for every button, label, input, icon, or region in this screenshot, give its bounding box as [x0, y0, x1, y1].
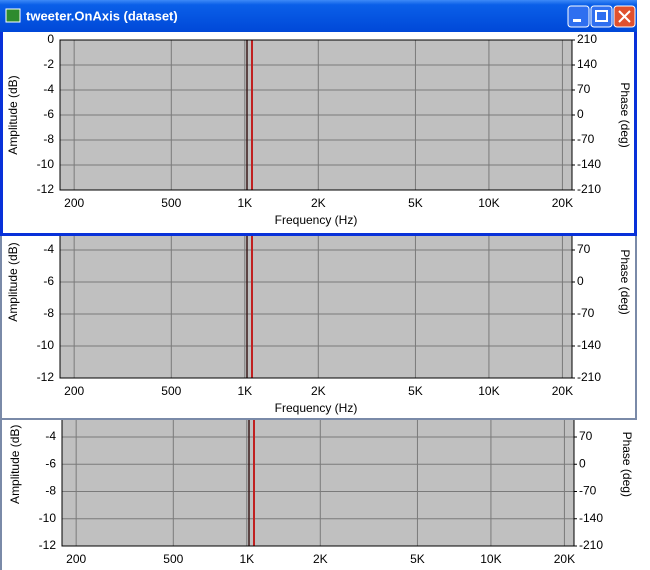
- x-tick-label: 2K: [313, 552, 328, 566]
- y-tick-label: -8: [45, 484, 56, 498]
- y-tick-label: -6: [45, 456, 56, 470]
- title-bar: [0, 0, 637, 32]
- y-tick-label: -8: [43, 132, 54, 146]
- window-title: tweeter.OnAxis (dataset): [26, 8, 178, 23]
- x-tick-label: 500: [161, 196, 181, 210]
- y2-axis-title: Phase (deg): [618, 249, 632, 314]
- x-tick-label: 5K: [408, 196, 423, 210]
- x-axis-title: Frequency (Hz): [275, 401, 358, 415]
- y2-tick-label: -70: [577, 132, 595, 146]
- x-axis-title: Frequency (Hz): [275, 213, 358, 227]
- y-tick-label: -10: [39, 511, 57, 525]
- x-tick-label: 200: [66, 552, 86, 566]
- y-tick-label: -12: [37, 182, 55, 196]
- y2-axis-title: Phase (deg): [620, 432, 634, 497]
- x-tick-label: 10K: [480, 552, 501, 566]
- y2-tick-label: 0: [579, 456, 586, 470]
- y-tick-label: -8: [43, 306, 54, 320]
- x-tick-label: 1K: [237, 196, 252, 210]
- x-tick-label: 500: [163, 552, 183, 566]
- y2-tick-label: -140: [577, 157, 601, 171]
- y-tick-label: -12: [39, 538, 57, 552]
- y-tick-label: -12: [37, 370, 55, 384]
- y2-tick-label: -210: [577, 370, 601, 384]
- y2-tick-label: 140: [577, 57, 597, 71]
- y-tick-label: -4: [45, 429, 56, 443]
- y2-tick-label: -210: [579, 538, 603, 552]
- y2-tick-label: -140: [577, 338, 601, 352]
- y-tick-label: -4: [43, 242, 54, 256]
- chart-1: 200 500 1K 2K 5K 10K 20K 0 -2 -4 -6 -8 -10 -12 210 140 7…: [0, 0, 637, 236]
- y-tick-label: 0: [47, 32, 54, 46]
- y2-tick-label: 70: [577, 82, 591, 96]
- y2-tick-label: -70: [577, 306, 595, 320]
- x-tick-label: 2K: [311, 196, 326, 210]
- y2-tick-label: 70: [577, 242, 591, 256]
- x-tick-label: 20K: [552, 384, 573, 398]
- x-tick-label: 5K: [410, 552, 425, 566]
- y2-tick-label: -140: [579, 511, 603, 525]
- maximize-button[interactable]: [590, 5, 613, 28]
- y2-tick-label: 210: [577, 32, 597, 46]
- x-tick-label: 10K: [478, 384, 499, 398]
- y-tick-label: -2: [43, 57, 54, 71]
- y-axis-title: Amplitude (dB): [8, 425, 22, 504]
- close-button[interactable]: [613, 5, 636, 28]
- x-tick-label: 2K: [311, 384, 326, 398]
- minimize-button[interactable]: [567, 5, 590, 28]
- y-tick-label: -6: [43, 274, 54, 288]
- app-icon: [5, 8, 21, 23]
- y-axis-title: Amplitude (dB): [6, 75, 20, 154]
- x-tick-label: 20K: [554, 552, 575, 566]
- y-tick-label: -10: [37, 338, 55, 352]
- y-axis-title: Amplitude (dB): [6, 242, 20, 321]
- y2-tick-label: 0: [577, 274, 584, 288]
- y2-tick-label: 0: [577, 107, 584, 121]
- x-tick-label: 1K: [239, 552, 254, 566]
- y2-tick-label: -210: [577, 182, 601, 196]
- y2-tick-label: 70: [579, 429, 593, 443]
- x-tick-label: 500: [161, 384, 181, 398]
- x-tick-label: 1K: [237, 384, 252, 398]
- y-tick-label: -6: [43, 107, 54, 121]
- x-tick-label: 20K: [552, 196, 573, 210]
- x-tick-label: 200: [64, 384, 84, 398]
- y2-tick-label: -70: [579, 484, 597, 498]
- y2-axis-title: Phase (deg): [618, 82, 632, 147]
- x-tick-label: 10K: [478, 196, 499, 210]
- y-tick-label: -10: [37, 157, 55, 171]
- plot-border: [59, 39, 573, 191]
- x-tick-label: 5K: [408, 384, 423, 398]
- window-1: 200 500 1K 2K 5K 10K 20K 0 -2 -4 -6 -8 -10 -12 210 140 7…: [0, 0, 637, 236]
- y-tick-label: -4: [43, 82, 54, 96]
- x-tick-label: 200: [64, 196, 84, 210]
